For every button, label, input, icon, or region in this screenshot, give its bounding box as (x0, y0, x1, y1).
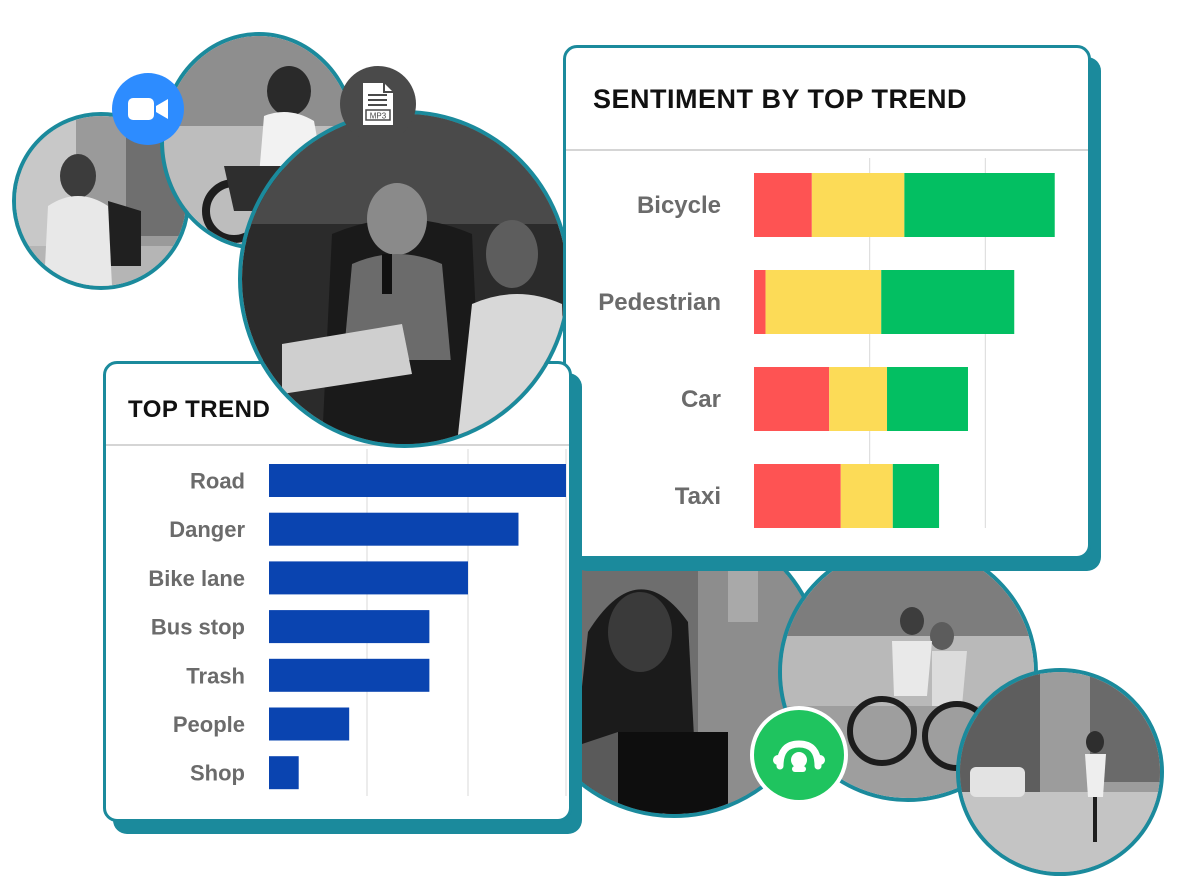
bar-trash (269, 658, 430, 692)
category-label-bus-stop: Bus stop (151, 615, 245, 640)
category-label-shop: Shop (190, 761, 245, 786)
category-label-road: Road (190, 469, 245, 494)
bar-bicycle-neutral (811, 173, 905, 237)
sentiment-card-header (566, 48, 1088, 151)
category-label-car: Car (681, 386, 721, 413)
sentiment-card-title: SENTIMENT BY TOP TREND (593, 84, 968, 114)
bar-pedestrian-negative (754, 270, 766, 334)
bar-car-negative (754, 367, 830, 431)
bar-bicycle-negative (754, 173, 812, 237)
top-trend-bar-chart: Road Danger Bike lane Bus stop Trash People Sh… (148, 449, 567, 796)
bar-taxi-neutral (840, 464, 893, 528)
bar-taxi-positive (892, 464, 940, 528)
bar-car-positive (887, 367, 968, 431)
bar-people (269, 707, 350, 741)
bar-bicycle-positive (904, 173, 1055, 237)
bar-road (269, 464, 566, 497)
bar-bike-lane (269, 561, 468, 595)
photo-scooter-street (956, 668, 1164, 876)
category-label-pedestrian: Pedestrian (598, 289, 721, 316)
bar-shop (269, 756, 299, 790)
mp3-file-icon: MP3 (340, 66, 416, 142)
top-trend-card: TOP TREND Road Danger Bike lane Bus stop Tra… (103, 361, 572, 822)
bar-danger (269, 512, 519, 546)
sentiment-by-top-trend-card: SENTIMENT BY TOP TREND Bicycle Pedestrian… (563, 45, 1091, 559)
top-trend-card-title: TOP TREND (128, 396, 271, 423)
sentiment-stacked-bar-chart: Bicycle Pedestrian Car Taxi (598, 158, 1055, 528)
video-camera-icon (112, 73, 184, 145)
bar-car-neutral (829, 367, 888, 431)
category-label-taxi: Taxi (675, 483, 721, 510)
category-label-danger: Danger (169, 517, 245, 542)
monkey-logo-icon (750, 706, 848, 804)
bar-pedestrian-positive (881, 270, 1015, 334)
category-label-people: People (173, 712, 245, 737)
category-label-bike-lane: Bike lane (148, 566, 245, 591)
top-trend-card-header (106, 364, 569, 446)
bar-taxi-negative (754, 464, 841, 528)
mp3-label: MP3 (370, 112, 387, 121)
bar-pedestrian-neutral (765, 270, 882, 334)
category-label-bicycle: Bicycle (637, 192, 721, 219)
bar-bus-stop (269, 610, 430, 644)
category-label-trash: Trash (186, 663, 245, 688)
